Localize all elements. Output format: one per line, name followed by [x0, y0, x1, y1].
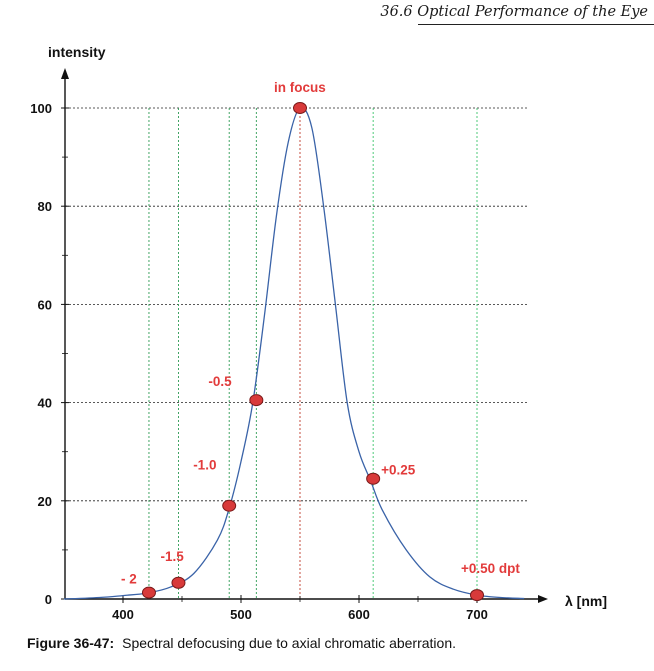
- vertical-line-layer: [148, 108, 478, 599]
- y-tick-label-60: 60: [38, 297, 52, 312]
- data-point-3: [249, 394, 264, 407]
- figure-number: Figure 36-47:: [27, 635, 115, 651]
- spectral-curve: [63, 106, 525, 600]
- y-axis-title: intensity: [48, 44, 106, 60]
- x-tick-label-500: 500: [230, 607, 252, 622]
- y-tick-label-0: 0: [45, 592, 52, 607]
- caption-text: Spectral defocusing due to axial chromat…: [122, 635, 456, 651]
- running-header: 36.6 Optical Performance of the Eye: [380, 4, 648, 20]
- data-point-label-2: -1.0: [193, 458, 216, 473]
- data-point-label-5: +0.25: [381, 463, 416, 478]
- data-point-4: [293, 102, 307, 114]
- y-tick-label-100: 100: [30, 101, 52, 116]
- x-tick-label-600: 600: [348, 607, 370, 622]
- data-point-2: [222, 499, 237, 512]
- point-layer: - 2 -1.5 -1.0 -0.5 in focus +0.25 +0.50 dpt: [121, 80, 520, 602]
- data-point-label-3: -0.5: [208, 374, 232, 389]
- tick-layer: 0 20 40 60 80 100 400 500 600 700: [30, 101, 488, 622]
- x-axis-arrow: [538, 595, 548, 603]
- x-tick-label-400: 400: [112, 607, 134, 622]
- y-tick-label-40: 40: [38, 396, 52, 411]
- y-tick-label-20: 20: [38, 494, 52, 509]
- x-axis-title: λ [nm]: [565, 593, 607, 609]
- data-point-0: [141, 586, 156, 599]
- data-point-label-1: -1.5: [160, 549, 184, 564]
- grid-layer: [65, 107, 528, 502]
- data-point-6: [470, 589, 484, 602]
- data-point-1: [171, 576, 186, 589]
- data-point-label-4: in focus: [274, 80, 326, 95]
- y-axis-arrow: [61, 68, 69, 79]
- header-rule: [418, 24, 654, 25]
- axis-layer: intensity λ [nm]: [48, 44, 607, 609]
- y-tick-label-80: 80: [38, 199, 52, 214]
- chart: intensity λ [nm] 0 20 40 60 80 100 400 500 600 70…: [30, 44, 607, 622]
- x-tick-label-700: 700: [466, 607, 488, 622]
- figure-caption: Figure 36-47: Spectral defocusing due to …: [27, 635, 456, 651]
- data-point-label-0: - 2: [121, 572, 137, 587]
- data-point-5: [366, 472, 381, 485]
- data-point-label-6: +0.50 dpt: [461, 561, 520, 576]
